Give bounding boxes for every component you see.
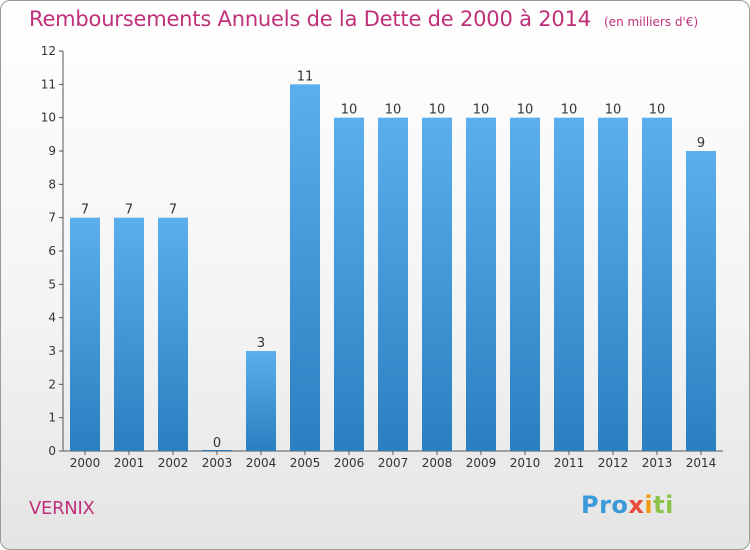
bar <box>202 450 232 451</box>
bar <box>554 117 584 452</box>
chart-unit: (en milliers d'€) <box>604 15 699 29</box>
bar-value-label: 10 <box>385 103 402 118</box>
y-tick-label: 8 <box>48 177 56 191</box>
x-tick-label: 2011 <box>554 456 585 470</box>
x-tick-label: 2007 <box>378 456 409 470</box>
x-tick-label: 2004 <box>246 456 277 470</box>
bar-value-label: 3 <box>257 336 265 351</box>
x-tick-label: 2006 <box>334 456 365 470</box>
y-tick-label: 9 <box>48 144 56 158</box>
bar <box>598 117 628 452</box>
bar-value-label: 0 <box>213 436 221 451</box>
bar <box>70 217 100 451</box>
x-tick-label: 2002 <box>158 456 189 470</box>
y-tick-label: 4 <box>48 311 56 325</box>
x-tick-label: 2009 <box>466 456 497 470</box>
y-tick-label: 3 <box>48 344 56 358</box>
x-tick-label: 2001 <box>114 456 145 470</box>
bar <box>466 117 496 452</box>
y-tick-label: 7 <box>48 211 56 225</box>
x-tick-label: 2005 <box>290 456 321 470</box>
bar-value-label: 7 <box>169 203 177 218</box>
bar <box>114 217 144 451</box>
bar <box>378 117 408 452</box>
x-tick-label: 2014 <box>686 456 717 470</box>
bar-value-label: 10 <box>517 103 534 118</box>
x-tick-label: 2010 <box>510 456 541 470</box>
bar-value-label: 10 <box>473 103 490 118</box>
bar <box>422 117 452 452</box>
bar <box>246 351 276 451</box>
bar-value-label: 10 <box>649 103 666 118</box>
bar-value-label: 11 <box>297 69 314 84</box>
title-row: Remboursements Annuels de la Dette de 20… <box>29 7 698 31</box>
x-tick-label: 2013 <box>642 456 673 470</box>
y-tick-label: 12 <box>41 44 56 58</box>
x-tick-label: 2008 <box>422 456 453 470</box>
bar <box>334 117 364 452</box>
bar-value-label: 10 <box>341 103 358 118</box>
y-tick-label: 0 <box>48 444 56 458</box>
bar <box>642 117 672 452</box>
y-tick-label: 5 <box>48 277 56 291</box>
bar <box>510 117 540 452</box>
bar-value-label: 10 <box>429 103 446 118</box>
y-tick-label: 2 <box>48 377 56 391</box>
bar <box>686 151 716 451</box>
bar-value-label: 7 <box>125 203 133 218</box>
bar-value-label: 10 <box>561 103 578 118</box>
x-tick-label: 2012 <box>598 456 629 470</box>
bar-value-label: 9 <box>697 136 705 151</box>
place-name: VERNIX <box>29 498 95 519</box>
chart-title: Remboursements Annuels de la Dette de 20… <box>29 7 591 31</box>
x-tick-label: 2000 <box>70 456 101 470</box>
y-tick-label: 6 <box>48 244 56 258</box>
x-tick-label: 2003 <box>202 456 233 470</box>
y-tick-label: 10 <box>41 111 56 125</box>
bar-value-label: 10 <box>605 103 622 118</box>
bar <box>158 217 188 451</box>
proxiti-logo: Proxiti <box>581 491 674 519</box>
y-tick-label: 1 <box>48 411 56 425</box>
y-tick-label: 11 <box>41 77 56 91</box>
bar <box>290 84 320 451</box>
bar-value-label: 7 <box>81 203 89 218</box>
